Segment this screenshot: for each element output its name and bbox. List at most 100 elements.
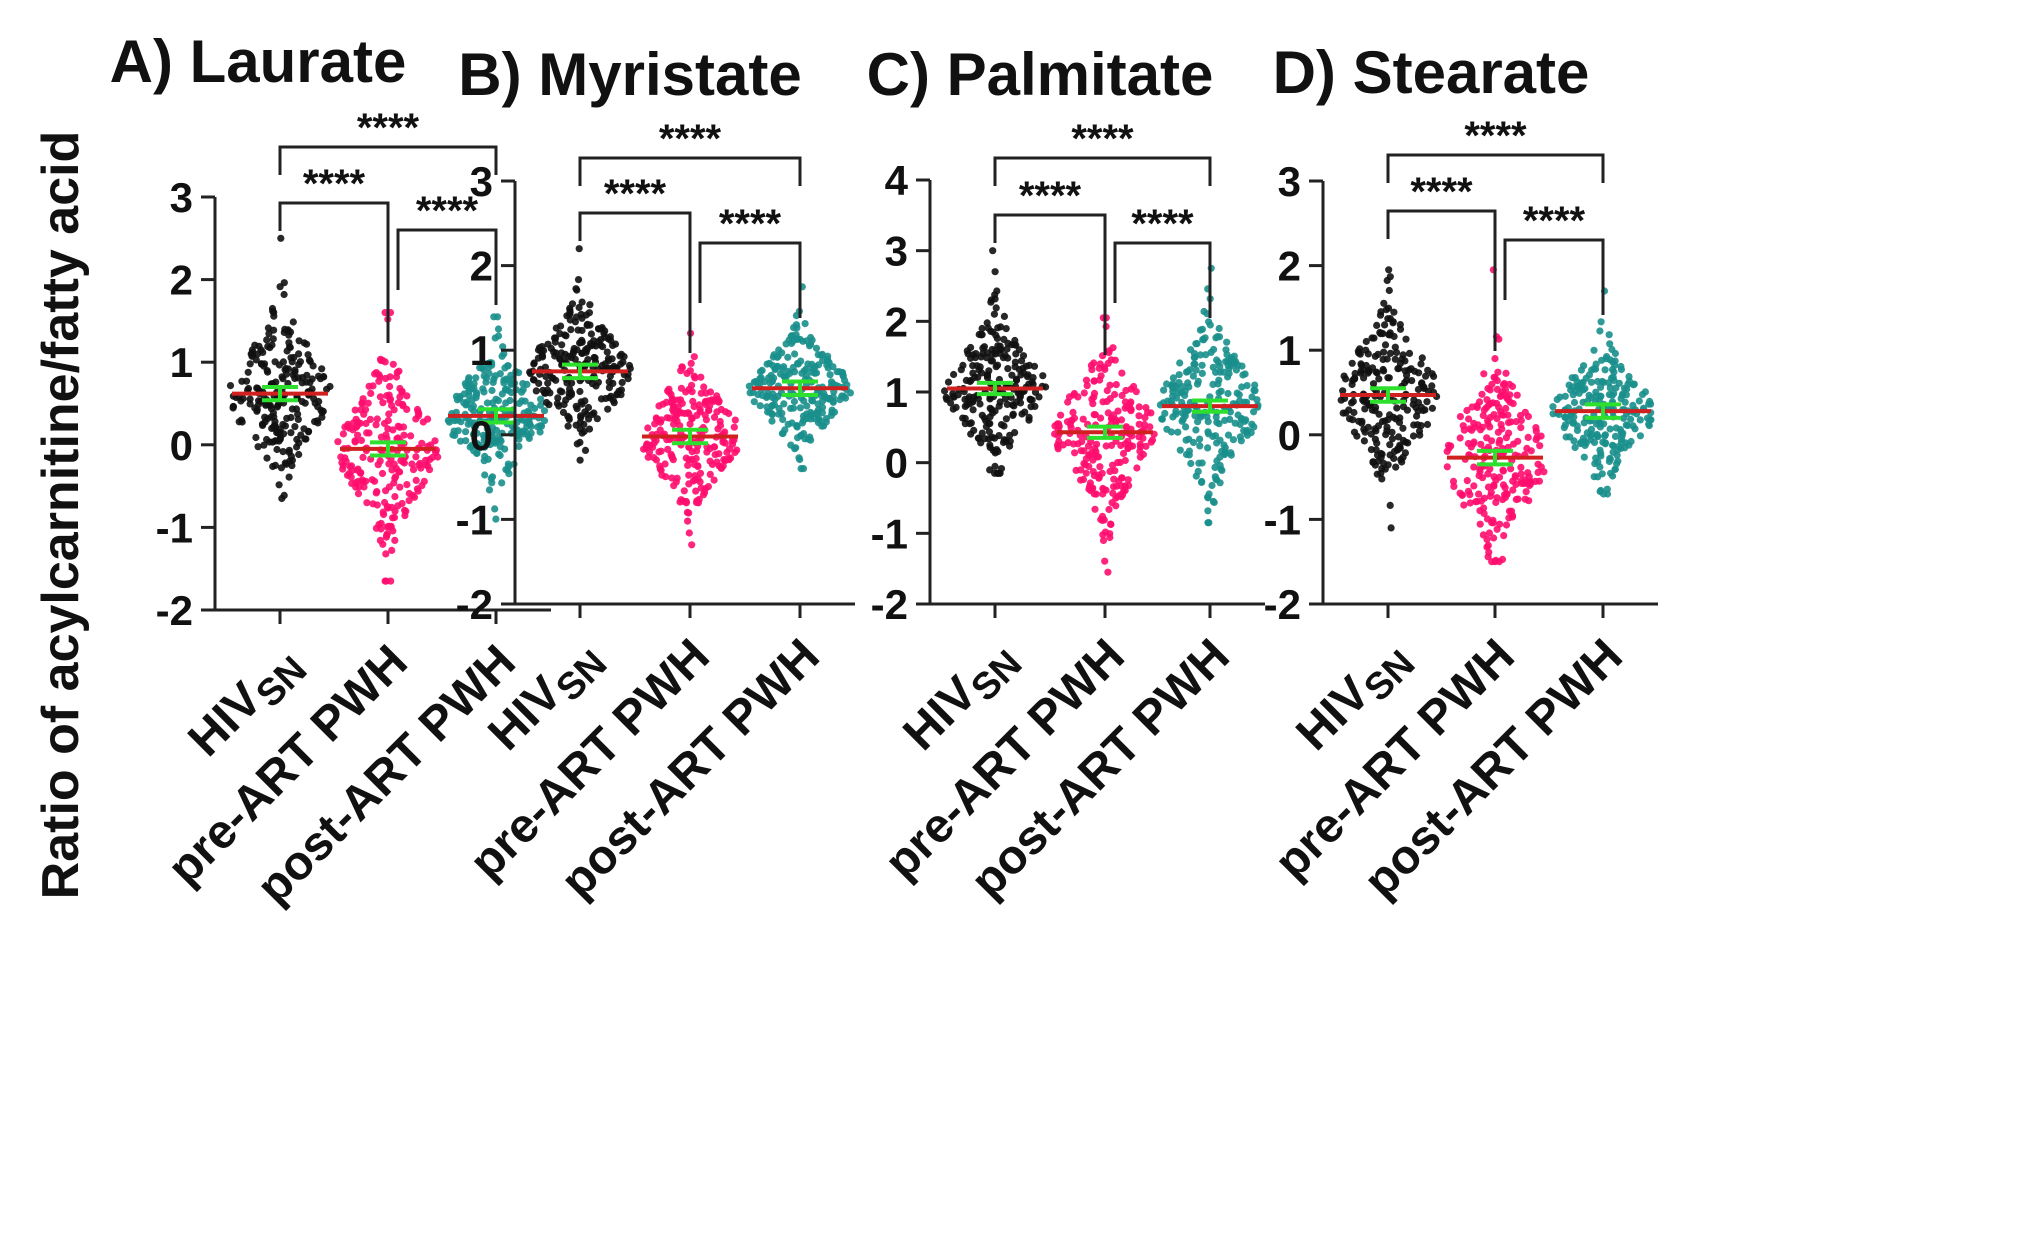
data-point bbox=[983, 371, 991, 380]
data-point bbox=[414, 487, 422, 495]
data-point bbox=[1532, 436, 1540, 444]
data-point bbox=[295, 350, 303, 358]
data-point bbox=[1211, 432, 1220, 440]
data-point bbox=[1146, 423, 1154, 431]
data-point bbox=[1063, 418, 1072, 426]
data-point bbox=[1198, 369, 1206, 377]
data-point bbox=[1485, 401, 1493, 409]
bracket-hivsn-pre-art bbox=[278, 201, 390, 343]
data-point bbox=[1394, 445, 1402, 453]
data-point bbox=[268, 341, 276, 349]
data-point bbox=[1214, 380, 1222, 388]
data-point bbox=[1381, 341, 1390, 349]
data-point bbox=[339, 430, 347, 438]
data-point bbox=[390, 479, 398, 487]
data-point bbox=[1095, 364, 1103, 372]
data-point bbox=[483, 439, 491, 447]
data-point bbox=[1499, 496, 1507, 504]
data-point bbox=[961, 414, 969, 423]
data-point bbox=[1197, 413, 1205, 421]
data-point bbox=[792, 312, 801, 320]
data-point bbox=[1480, 370, 1488, 378]
data-point bbox=[1636, 416, 1644, 424]
data-point bbox=[789, 404, 798, 412]
data-point bbox=[1514, 495, 1522, 503]
data-point bbox=[295, 450, 303, 459]
data-point bbox=[1418, 380, 1426, 388]
data-point bbox=[1373, 470, 1381, 478]
data-point bbox=[1119, 449, 1128, 458]
data-point bbox=[1525, 497, 1533, 505]
data-point bbox=[1086, 482, 1094, 490]
data-point bbox=[1391, 355, 1399, 363]
data-point bbox=[1226, 415, 1234, 423]
data-point bbox=[403, 392, 411, 400]
data-point bbox=[1353, 432, 1361, 440]
data-point bbox=[247, 350, 255, 358]
data-point bbox=[244, 368, 252, 376]
data-point bbox=[684, 517, 692, 525]
data-point bbox=[454, 427, 462, 435]
data-point bbox=[991, 449, 999, 457]
data-point bbox=[680, 487, 688, 495]
data-point bbox=[1392, 348, 1401, 356]
data-point bbox=[552, 334, 560, 342]
data-point bbox=[706, 457, 714, 465]
data-point bbox=[609, 396, 617, 404]
data-point bbox=[1206, 321, 1214, 329]
data-point bbox=[390, 513, 399, 522]
data-point bbox=[733, 446, 741, 454]
significance-label: **** bbox=[1071, 117, 1134, 161]
data-point bbox=[673, 474, 681, 482]
data-point bbox=[1596, 327, 1604, 335]
data-point bbox=[1404, 439, 1412, 447]
data-point bbox=[725, 456, 733, 464]
data-point bbox=[298, 379, 306, 387]
data-point bbox=[1089, 468, 1097, 476]
data-point bbox=[364, 399, 372, 407]
data-point bbox=[1362, 361, 1370, 370]
panel-title: C) Palmitate bbox=[867, 41, 1214, 108]
data-point bbox=[1200, 307, 1208, 316]
data-point bbox=[291, 423, 299, 431]
data-point bbox=[318, 365, 326, 373]
data-point bbox=[481, 471, 489, 479]
data-point bbox=[1135, 403, 1143, 411]
data-point bbox=[799, 465, 808, 473]
data-point bbox=[1213, 457, 1221, 465]
panel-title: B) Myristate bbox=[458, 41, 801, 108]
data-point bbox=[1374, 457, 1382, 465]
data-point bbox=[941, 387, 949, 395]
data-point bbox=[1190, 350, 1199, 358]
data-point bbox=[462, 437, 470, 445]
data-point bbox=[1478, 390, 1486, 398]
data-point bbox=[1221, 444, 1229, 452]
data-point bbox=[1603, 485, 1611, 493]
data-point bbox=[1562, 433, 1570, 441]
data-point bbox=[537, 401, 545, 409]
data-point bbox=[1561, 392, 1569, 400]
data-point bbox=[597, 395, 606, 403]
data-point bbox=[1216, 479, 1224, 487]
data-point bbox=[688, 448, 696, 456]
data-point bbox=[1122, 386, 1130, 395]
data-point bbox=[1422, 372, 1430, 380]
data-point bbox=[1124, 476, 1132, 484]
data-point bbox=[1224, 362, 1232, 370]
data-point bbox=[269, 335, 277, 343]
data-point bbox=[576, 456, 584, 464]
data-point bbox=[643, 441, 651, 449]
data-point bbox=[987, 298, 995, 306]
data-point bbox=[763, 360, 771, 368]
data-point bbox=[259, 421, 267, 429]
data-point bbox=[1372, 427, 1380, 435]
data-point bbox=[1187, 459, 1195, 468]
data-point bbox=[625, 361, 634, 370]
panel-1: B) Myristate-2-10123************HIVSNpre… bbox=[456, 41, 855, 908]
data-point bbox=[1098, 516, 1107, 525]
data-point bbox=[496, 451, 504, 460]
data-point bbox=[575, 303, 583, 312]
data-point bbox=[723, 448, 731, 456]
data-point bbox=[989, 247, 997, 255]
data-point bbox=[1643, 414, 1652, 422]
